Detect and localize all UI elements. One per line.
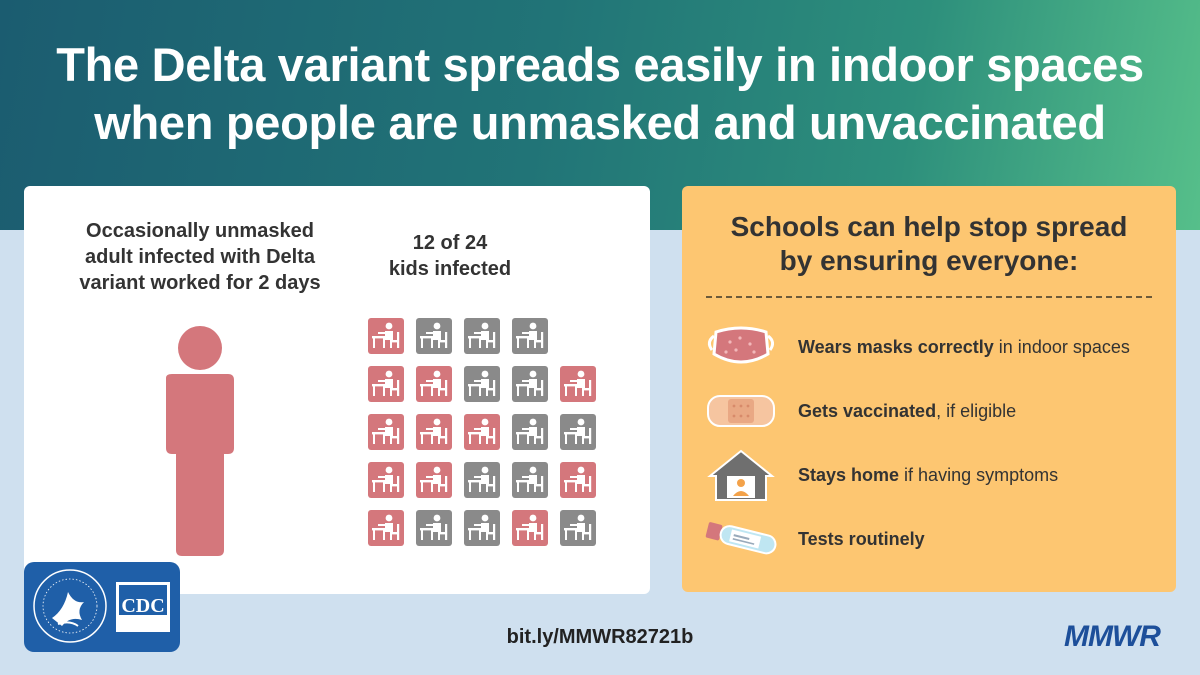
kid-not-infected-icon <box>560 510 596 546</box>
outbreak-panel: Occasionally unmasked adult infected wit… <box>24 186 650 594</box>
kid-not-infected-icon <box>512 318 548 354</box>
title-line-2: when people are unmasked and unvaccinate… <box>94 96 1106 149</box>
tip-masks: Wears masks correctly in indoor spaces <box>702 320 1162 374</box>
kids-text-line-1: 12 of 24 <box>412 232 488 254</box>
prevention-title-line-2: by ensuring everyone: <box>779 245 1079 276</box>
kid-not-infected-icon <box>560 414 596 450</box>
tip-stay-home-text: Stays home if having symptoms <box>798 465 1059 485</box>
cdc-logo-icon: CDC <box>116 582 170 632</box>
hhs-eagle-icon <box>33 569 107 643</box>
person-icon <box>166 326 234 556</box>
kid-not-infected-icon <box>416 510 452 546</box>
source-url[interactable]: bit.ly/MMWR82721b <box>506 626 694 648</box>
kid-not-infected-icon <box>464 510 500 546</box>
kid-infected-icon <box>368 318 404 354</box>
adult-description: Occasionally unmasked adult infected wit… <box>50 218 350 296</box>
kid-infected-icon <box>416 414 452 450</box>
tip-tests: Tests routinely <box>702 512 1162 566</box>
tip-tests-text: Tests routinely <box>798 529 925 549</box>
mask-icon <box>707 326 775 364</box>
kid-not-infected-icon <box>416 318 452 354</box>
kid-infected-icon <box>368 510 404 546</box>
kid-not-infected-icon <box>512 462 548 498</box>
kid-not-infected-icon <box>464 462 500 498</box>
kid-infected-icon <box>560 462 596 498</box>
mmwr-logo: MMWR <box>1064 620 1161 653</box>
kid-infected-icon <box>464 414 500 450</box>
dashed-divider <box>706 296 1152 298</box>
prevention-panel: Schools can help stop spread by ensuring… <box>682 186 1176 592</box>
hhs-cdc-logo: CDC <box>24 562 180 652</box>
tip-vaccinated-text: Gets vaccinated, if eligible <box>798 401 1017 421</box>
tip-stay-home: Stays home if having symptoms <box>702 448 1162 502</box>
kids-grid <box>368 318 608 550</box>
adult-text-line-1: Occasionally unmasked <box>86 220 314 242</box>
prevention-title-line-1: Schools can help stop spread <box>730 211 1128 242</box>
kid-not-infected-icon <box>464 366 500 402</box>
adult-text-line-2: adult infected with Delta <box>84 246 316 268</box>
kid-infected-icon <box>368 414 404 450</box>
kids-text-line-2: kids infected <box>388 258 512 280</box>
kids-description: 12 of 24 kids infected <box>360 230 540 282</box>
kid-infected-icon <box>560 366 596 402</box>
title-line-1: The Delta variant spreads easily in indo… <box>56 38 1144 91</box>
kid-infected-icon <box>368 366 404 402</box>
kid-infected-icon <box>416 366 452 402</box>
tip-masks-text: Wears masks correctly in indoor spaces <box>798 337 1130 357</box>
kid-infected-icon <box>512 510 548 546</box>
cdc-label: CDC <box>121 595 164 617</box>
kid-not-infected-icon <box>512 414 548 450</box>
bandage-icon <box>707 395 775 427</box>
house-icon <box>707 449 775 501</box>
prevention-title: Schools can help stop spread by ensuring… <box>682 210 1176 278</box>
tip-vaccinated: Gets vaccinated, if eligible <box>702 384 1162 438</box>
page-title: The Delta variant spreads easily in indo… <box>0 36 1200 152</box>
adult-text-line-3: variant worked for 2 days <box>79 272 321 294</box>
kid-infected-icon <box>368 462 404 498</box>
kid-infected-icon <box>416 462 452 498</box>
test-tube-icon <box>705 522 777 555</box>
kid-not-infected-icon <box>512 366 548 402</box>
kid-not-infected-icon <box>464 318 500 354</box>
